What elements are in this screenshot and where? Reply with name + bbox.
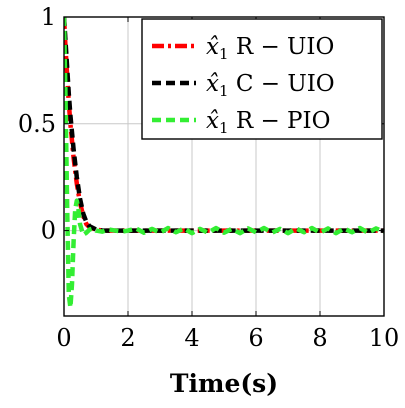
x-axis-title: Time(s) (170, 369, 278, 398)
x-tick-label: 4 (184, 324, 199, 352)
legend-label-1: x̂1 C − UIO (206, 71, 335, 100)
x-tick-label: 8 (312, 324, 327, 352)
x-tick-label: 6 (248, 324, 263, 352)
x-tick-label: 10 (369, 324, 400, 352)
x-tick-label: 2 (120, 324, 135, 352)
series-layer (64, 16, 385, 310)
legend-label-2: x̂1 R − PIO (206, 108, 330, 137)
y-tick-label: 0.5 (18, 110, 56, 138)
legend: x̂1 R − UIO x̂1 C − UIO x̂1 R − PIO (141, 18, 383, 140)
ticks: 0 2 4 6 8 10 0 0.5 1 (18, 3, 399, 352)
plot-frame (63, 16, 385, 317)
series-line-2 (64, 16, 385, 310)
y-tick-label: 0 (41, 217, 56, 245)
x-tick-label: 0 (56, 324, 71, 352)
legend-label-0: x̂1 R − UIO (206, 34, 334, 63)
y-tick-label: 1 (41, 3, 56, 31)
